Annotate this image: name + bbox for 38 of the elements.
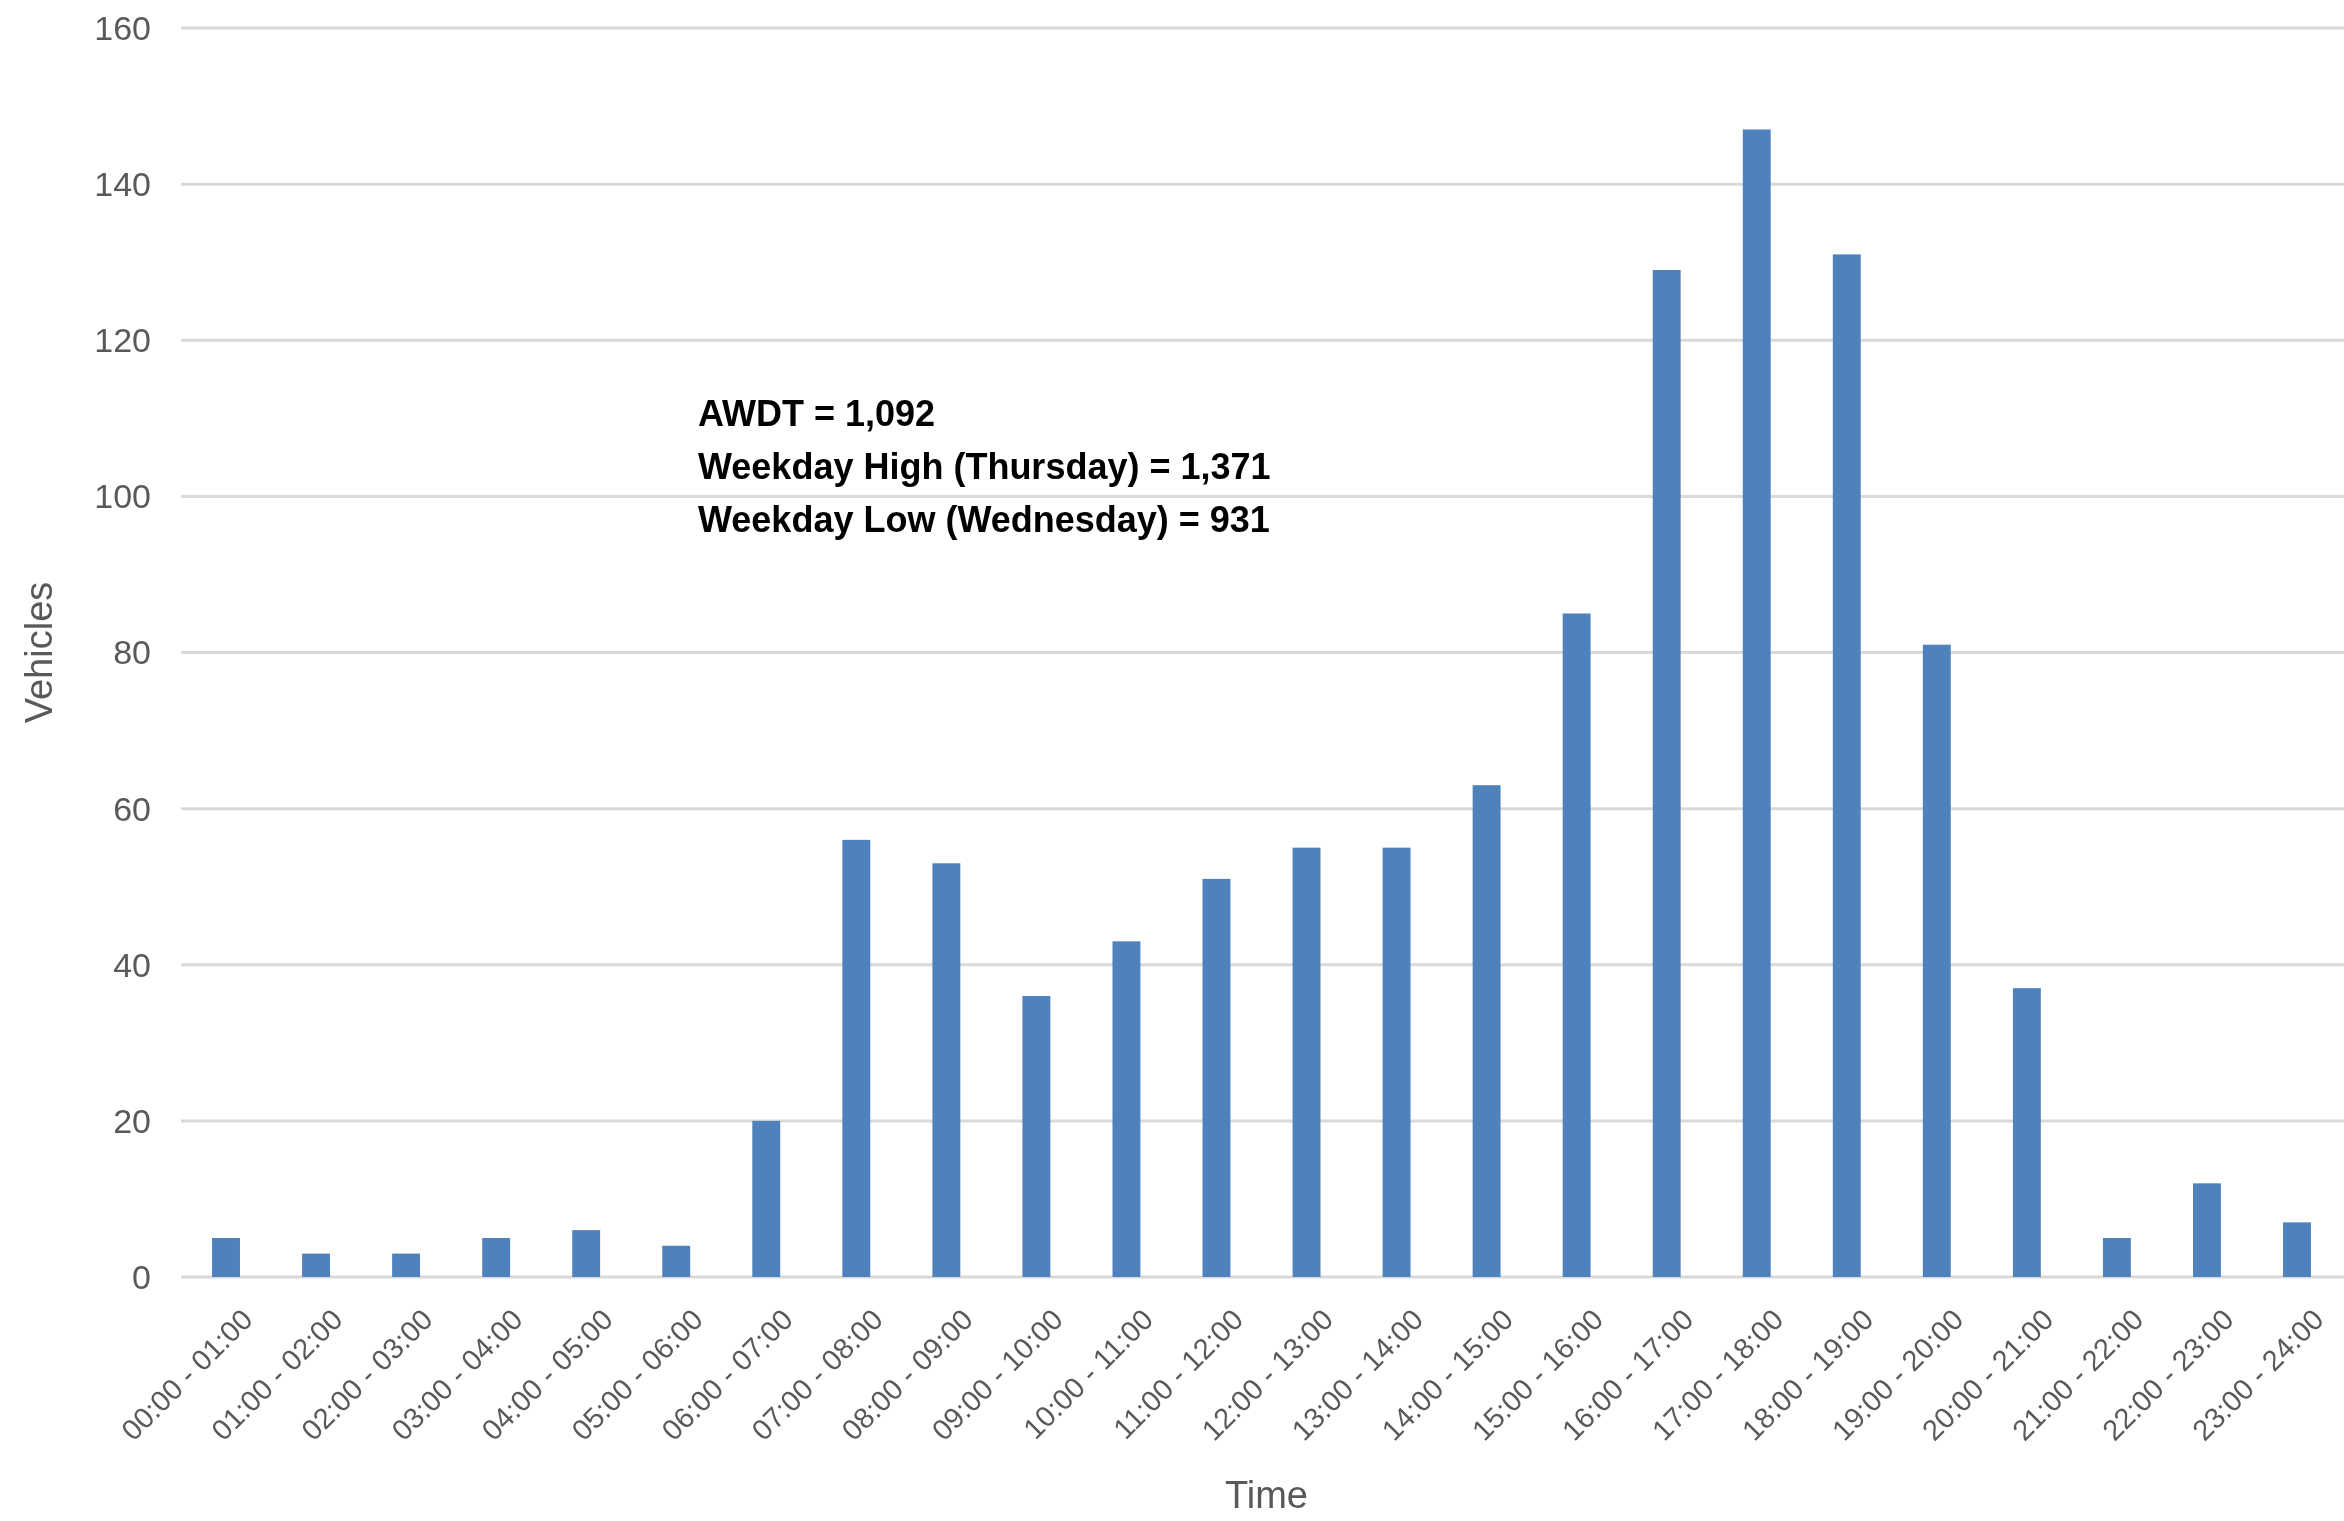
y-tick-label: 80: [113, 633, 151, 672]
bar: [392, 1253, 421, 1277]
x-axis-title: Time: [1224, 1474, 1309, 1516]
bar: [1292, 847, 1321, 1277]
bar: [662, 1245, 691, 1277]
bar: [2102, 1237, 2131, 1277]
bar: [212, 1237, 240, 1277]
y-axis-title: Vehicles: [18, 581, 60, 724]
bar: [1112, 941, 1141, 1277]
y-tick-label: 0: [132, 1257, 151, 1296]
bar: [1382, 847, 1411, 1277]
bar: [2283, 1222, 2311, 1277]
y-tick-label: 100: [94, 477, 151, 516]
bar: [2012, 988, 2041, 1277]
bar: [842, 839, 871, 1277]
bar: [1832, 254, 1861, 1277]
bar: [482, 1237, 511, 1277]
y-tick-label: 20: [113, 1101, 151, 1140]
bar: [1472, 785, 1501, 1277]
bar: [1022, 995, 1051, 1277]
annotation: Weekday High (Thursday) = 1,371: [698, 446, 1271, 487]
bar: [1562, 613, 1591, 1277]
bar: [1202, 878, 1231, 1277]
bar: [752, 1120, 781, 1278]
bar: [1922, 644, 1951, 1277]
y-tick-label: 140: [94, 165, 151, 204]
bar: [302, 1253, 331, 1277]
annotation: Weekday Low (Wednesday) = 931: [698, 499, 1270, 540]
bar: [572, 1230, 601, 1277]
y-tick-label: 60: [113, 789, 151, 828]
bar: [1742, 129, 1771, 1277]
y-tick-label: 160: [94, 8, 151, 47]
bar: [1652, 269, 1681, 1277]
bar: [2192, 1183, 2221, 1277]
bar: [932, 863, 961, 1277]
y-tick-label: 40: [113, 945, 151, 984]
y-tick-label: 120: [94, 321, 151, 360]
annotation: AWDT = 1,092: [698, 393, 936, 434]
